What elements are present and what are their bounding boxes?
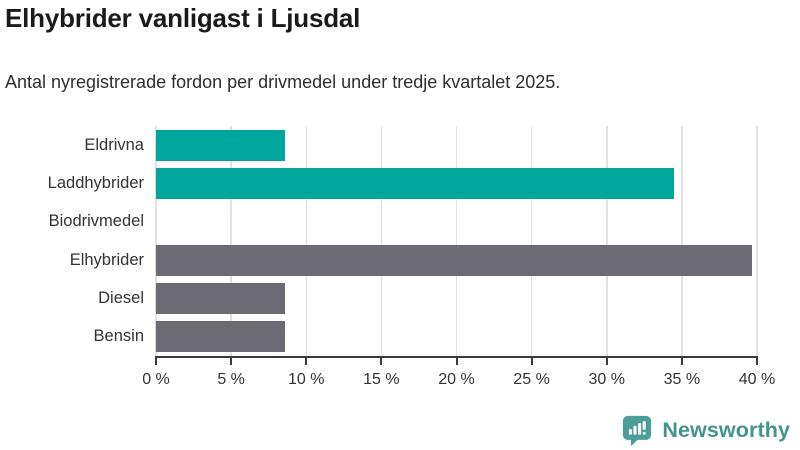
- x-axis-tick-label: 35 %: [663, 371, 701, 388]
- category-label-elhybrider: Elhybrider: [69, 250, 144, 269]
- x-axis-tick: [605, 358, 608, 365]
- category-label-biodrivmedel: Biodrivmedel: [48, 212, 144, 231]
- x-axis-tick: [680, 358, 683, 365]
- category-labels: Eldrivna Laddhybrider Biodrivmedel Elhybrid…: [0, 126, 144, 356]
- x-axis-tick-label: 5 %: [217, 371, 245, 388]
- x-axis-tick-label: 10 %: [288, 371, 325, 388]
- x-axis-tick-label: 30 %: [588, 371, 625, 388]
- x-axis-tick: [455, 358, 458, 365]
- gridline: [681, 126, 683, 356]
- gridline: [756, 126, 758, 356]
- bar-diesel: [156, 283, 286, 314]
- brand-footer: Newsworthy: [621, 414, 790, 447]
- category-label-laddhybrider: Laddhybrider: [47, 173, 144, 192]
- gridline: [155, 126, 157, 356]
- gridline: [305, 126, 307, 356]
- x-axis-tick-label: 25 %: [513, 371, 550, 388]
- bar-bensin: [156, 321, 286, 353]
- x-axis: 0 % 5 % 10 % 15 % 20 % 25 % 30 % 35 % 40 %: [142, 356, 775, 396]
- bar-elhybrider: [156, 244, 753, 276]
- x-axis-tick: [305, 358, 308, 365]
- gridline: [380, 126, 383, 356]
- bar-laddhybrider: [156, 168, 675, 199]
- gridline: [606, 126, 608, 356]
- chart-subtitle: Antal nyregistrerade fordon per drivmede…: [5, 72, 561, 92]
- x-axis-tick: [230, 358, 233, 365]
- category-label-diesel: Diesel: [98, 288, 144, 307]
- brand-name: Newsworthy: [662, 418, 790, 442]
- x-axis-tick: [530, 358, 533, 365]
- plot-area: [155, 126, 758, 356]
- x-axis-tick: [155, 358, 157, 365]
- bar-eldrivna: [156, 129, 286, 161]
- x-axis-tick-label: 15 %: [363, 371, 400, 388]
- x-axis-tick: [380, 358, 383, 365]
- x-axis-tick-label: 40 %: [738, 371, 776, 388]
- x-axis-tick-label: 0 %: [142, 371, 170, 388]
- category-label-bensin: Bensin: [93, 327, 144, 346]
- gridline: [530, 126, 533, 356]
- chart-title: Elhybrider vanligast i Ljusdal: [5, 3, 361, 33]
- gridline: [230, 126, 232, 356]
- logo-bubble-shape: [623, 415, 652, 447]
- x-axis-tick-label: 20 %: [438, 371, 475, 388]
- newsworthy-logo-icon: [623, 415, 652, 447]
- gridline: [455, 126, 458, 356]
- category-label-eldrivna: Eldrivna: [84, 135, 144, 154]
- x-axis-tick: [756, 358, 758, 365]
